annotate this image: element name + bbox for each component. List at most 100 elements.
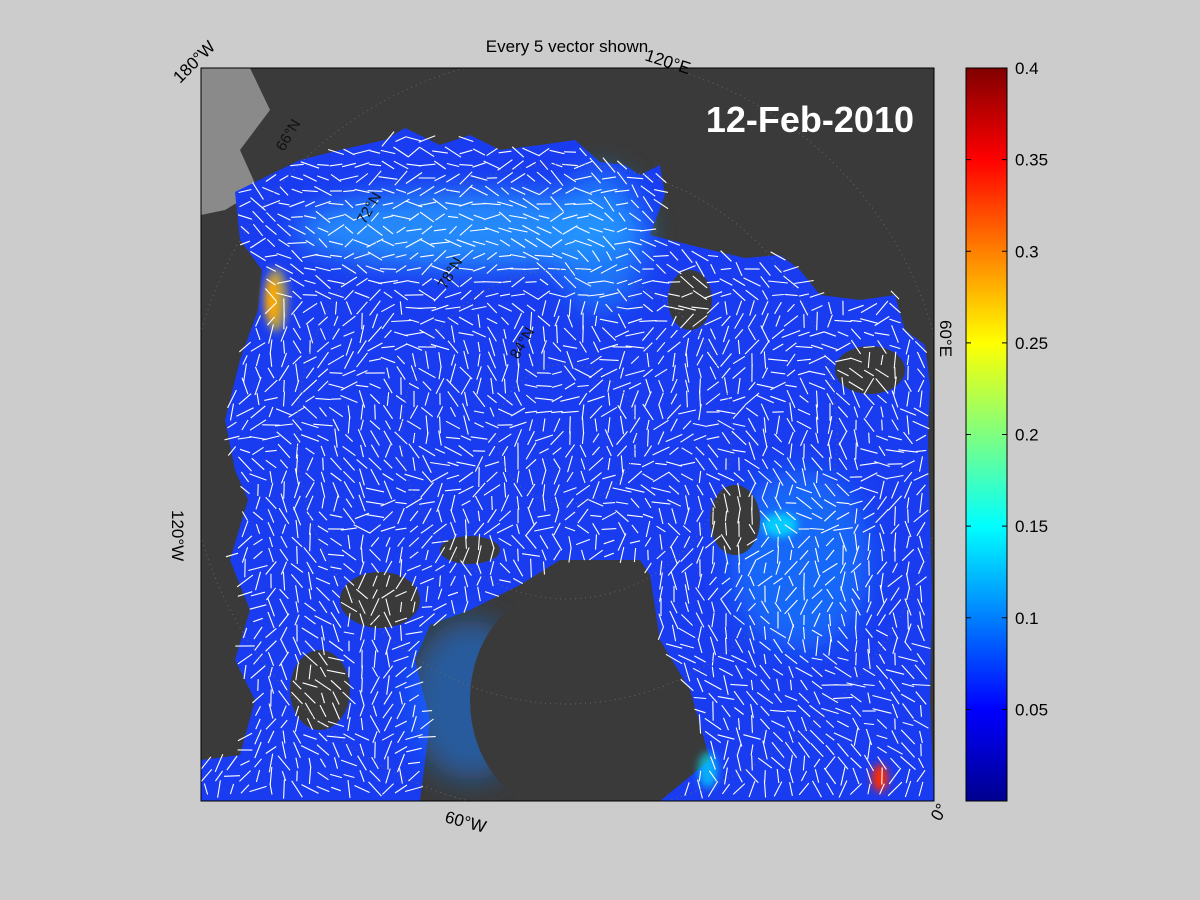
drift-vector bbox=[875, 378, 889, 394]
drift-vector bbox=[697, 495, 703, 511]
drift-vector bbox=[670, 600, 678, 614]
drift-vector bbox=[522, 289, 540, 301]
drift-vector bbox=[367, 190, 383, 192]
drift-vector bbox=[750, 703, 754, 719]
drift-vector bbox=[421, 535, 433, 549]
drift-vector bbox=[268, 482, 274, 498]
drift-vector bbox=[459, 201, 473, 207]
drift-vector bbox=[626, 514, 644, 518]
drift-vector bbox=[317, 525, 329, 533]
drift-vector bbox=[406, 666, 422, 678]
drift-vector bbox=[707, 624, 719, 642]
drift-vector bbox=[458, 332, 474, 336]
drift-vector bbox=[308, 588, 312, 600]
drift-vector bbox=[486, 302, 498, 314]
drift-vector bbox=[561, 410, 579, 414]
drift-vector bbox=[919, 390, 923, 408]
drift-vector bbox=[304, 225, 316, 235]
drift-vector bbox=[549, 149, 565, 155]
drift-vector bbox=[279, 588, 289, 600]
drift-vector bbox=[849, 783, 863, 795]
drift-vector bbox=[577, 498, 589, 508]
drift-vector bbox=[879, 783, 885, 795]
drift-vector bbox=[498, 254, 512, 258]
drift-vector bbox=[863, 754, 875, 772]
drift-vector bbox=[399, 301, 403, 315]
drift-vector bbox=[907, 610, 909, 630]
drift-vector bbox=[824, 669, 836, 675]
drift-vector bbox=[860, 448, 878, 454]
drift-vector bbox=[226, 755, 238, 771]
drift-vector bbox=[434, 187, 446, 195]
drift-vector bbox=[395, 572, 407, 590]
drift-vector bbox=[640, 185, 656, 197]
drift-vector bbox=[774, 265, 782, 273]
drift-vector bbox=[354, 188, 370, 194]
drift-vector bbox=[278, 651, 290, 667]
drift-vector bbox=[461, 403, 471, 421]
drift-vector bbox=[737, 718, 741, 730]
drift-vector bbox=[408, 318, 420, 324]
drift-vector bbox=[282, 391, 286, 407]
drift-vector bbox=[579, 341, 587, 353]
drift-vector bbox=[582, 325, 584, 343]
drift-vector bbox=[776, 546, 780, 564]
drift-vector bbox=[419, 501, 435, 505]
drift-vector bbox=[915, 691, 927, 705]
drift-vector bbox=[498, 510, 512, 522]
drift-vector bbox=[904, 380, 912, 392]
drift-vector bbox=[724, 522, 728, 536]
drift-vector bbox=[825, 720, 835, 728]
drift-vector bbox=[344, 434, 354, 442]
drift-vector bbox=[653, 419, 669, 431]
drift-vector bbox=[304, 702, 316, 720]
drift-vector bbox=[590, 472, 602, 482]
drift-vector bbox=[227, 389, 237, 409]
drift-vector bbox=[279, 638, 289, 654]
drift-vector bbox=[852, 717, 860, 731]
drift-vector bbox=[449, 363, 457, 383]
drift-vector bbox=[594, 418, 598, 432]
drift-vector bbox=[449, 521, 457, 537]
drift-vector bbox=[283, 379, 285, 393]
drift-vector bbox=[799, 599, 809, 615]
drift-vector bbox=[719, 278, 733, 286]
drift-vector bbox=[249, 419, 267, 431]
drift-vector bbox=[326, 669, 346, 675]
drift-vector bbox=[763, 562, 767, 574]
drift-vector bbox=[837, 743, 849, 757]
drift-vector bbox=[568, 536, 572, 548]
drift-vector bbox=[302, 302, 318, 314]
drift-vector bbox=[876, 496, 888, 510]
drift-vector bbox=[891, 325, 899, 343]
drift-vector bbox=[589, 405, 603, 419]
drift-vector bbox=[706, 381, 720, 391]
drift-vector bbox=[498, 433, 512, 443]
drift-vector bbox=[528, 353, 534, 367]
drift-vector bbox=[512, 559, 524, 577]
drift-vector bbox=[305, 395, 315, 403]
drift-vector bbox=[892, 612, 898, 628]
drift-vector bbox=[527, 430, 535, 446]
drift-vector bbox=[901, 664, 915, 680]
drift-vector bbox=[898, 449, 918, 453]
drift-vector bbox=[511, 276, 525, 288]
drift-vector bbox=[841, 377, 845, 395]
drift-vector bbox=[860, 472, 878, 482]
drift-vector bbox=[732, 277, 746, 287]
drift-vector bbox=[616, 160, 628, 170]
drift-vector bbox=[305, 482, 315, 498]
drift-vector bbox=[670, 329, 678, 339]
drift-vector bbox=[761, 300, 769, 316]
drift-vector bbox=[799, 655, 809, 663]
drift-vector bbox=[615, 253, 629, 259]
drift-vector bbox=[343, 189, 355, 193]
drift-vector bbox=[588, 198, 604, 210]
drift-vector bbox=[343, 481, 355, 499]
drift-vector bbox=[915, 434, 927, 442]
drift-vector bbox=[904, 780, 912, 798]
drift-vector bbox=[539, 159, 549, 171]
drift-vector bbox=[707, 254, 719, 258]
drift-vector bbox=[685, 495, 689, 511]
colorbar-tick-label: 0.25 bbox=[1015, 334, 1048, 353]
